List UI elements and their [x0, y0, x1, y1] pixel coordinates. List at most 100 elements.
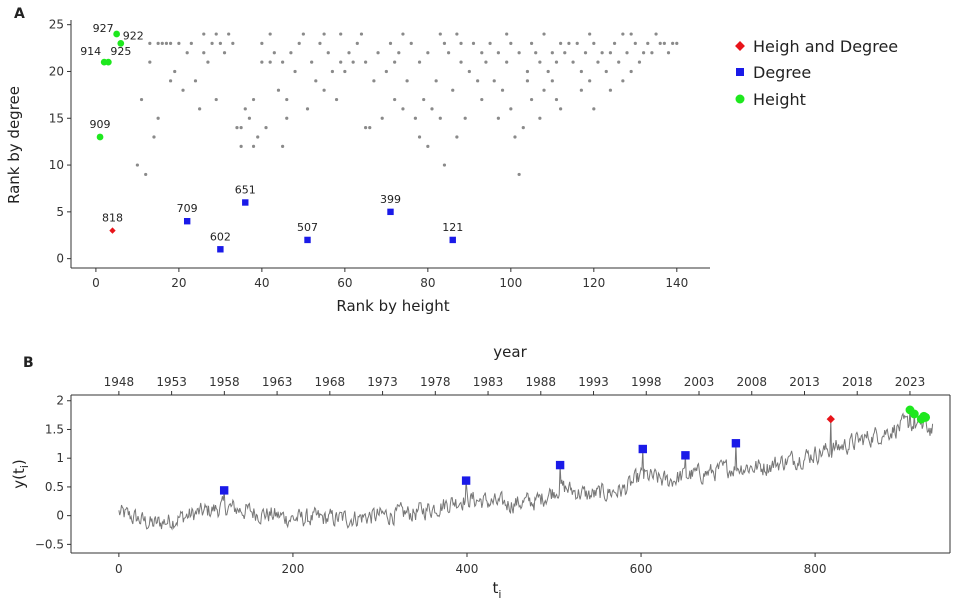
background-point [658, 41, 662, 45]
background-point [525, 79, 530, 83]
panel-b-top-tick-label: 2018 [842, 375, 873, 389]
panel-b-y-title-close: ) [10, 459, 28, 465]
background-point [368, 126, 372, 130]
background-point [579, 69, 583, 74]
panel-a-x-tick-label: 100 [499, 276, 522, 290]
panel-b-top-tick-label: 2008 [736, 375, 767, 389]
panel-a-y-tick-label: 25 [49, 18, 64, 32]
background-point [633, 41, 637, 45]
background-point [235, 126, 239, 130]
background-point [480, 97, 484, 102]
background-point [662, 41, 666, 45]
background-point [202, 51, 206, 55]
background-point [401, 32, 405, 36]
background-point [467, 69, 471, 74]
background-point [513, 135, 517, 139]
background-point [388, 41, 393, 45]
background-point [139, 97, 144, 102]
background-point [567, 41, 571, 45]
background-point [604, 69, 608, 74]
panel-b-y-title-sub: i [18, 465, 31, 468]
panel-a-y-ticks: 0 5 10 15 20 25 [49, 18, 71, 266]
background-point [455, 135, 459, 139]
highlight-point-both [109, 227, 116, 234]
panel-b-y-tick-label: 0.5 [45, 480, 64, 494]
background-point [206, 60, 210, 64]
background-point [438, 32, 442, 36]
point-label: 651 [235, 183, 256, 196]
panel-a: A 0 20 40 60 80 100 120 140 0 5 10 15 20 25 818 709 60… [5, 6, 710, 315]
background-point [405, 79, 409, 83]
panel-b-top-tick-label: 2023 [895, 375, 926, 389]
panel-b-top-tick-label: 1993 [578, 375, 609, 389]
highlight-point-height [104, 58, 112, 66]
background-point [198, 107, 202, 111]
background-point [285, 116, 289, 120]
background-point [189, 41, 193, 45]
point-label: 818 [102, 212, 123, 225]
background-point [509, 41, 513, 45]
background-point [301, 32, 305, 36]
background-point [488, 41, 492, 45]
background-point [671, 41, 675, 45]
background-point [629, 32, 633, 36]
background-point [351, 60, 355, 64]
panel-a-x-tick-label: 60 [337, 276, 352, 290]
background-point [281, 60, 285, 64]
background-point [364, 126, 368, 130]
point-label: 602 [210, 230, 231, 243]
background-point [538, 116, 542, 120]
background-point [202, 32, 206, 36]
background-point [500, 88, 505, 92]
background-point [164, 41, 169, 45]
background-point [264, 126, 268, 130]
background-point [542, 32, 546, 36]
panel-a-x-tick-label: 80 [420, 276, 435, 290]
background-point [534, 51, 538, 55]
panel-a-x-tick-label: 40 [254, 276, 269, 290]
panel-b-top-tick-label: 2013 [789, 375, 820, 389]
background-point [152, 135, 156, 139]
background-point [239, 144, 243, 148]
background-point [588, 32, 592, 36]
background-point [426, 144, 430, 148]
background-point [214, 97, 218, 102]
background-point [268, 32, 272, 36]
background-point [455, 32, 459, 36]
background-point [148, 60, 152, 64]
background-point [438, 116, 442, 120]
background-point [417, 135, 422, 139]
background-point [393, 97, 397, 102]
background-point [364, 60, 368, 64]
background-point [484, 60, 488, 64]
background-point [293, 69, 297, 74]
point-label: 922 [123, 29, 144, 42]
background-point [210, 41, 214, 45]
background-point [218, 41, 222, 45]
highlight-point-degree [387, 208, 394, 216]
panel-b-top-tick-label: 1963 [262, 375, 293, 389]
background-point [612, 41, 617, 45]
background-point [608, 88, 613, 92]
panel-b-top-tick-label: 1968 [315, 375, 346, 389]
background-point [596, 60, 600, 64]
background-point [343, 69, 347, 74]
highlight-point-degree [183, 218, 191, 225]
background-point [260, 60, 264, 64]
panel-a-x-tick-label: 0 [92, 276, 100, 290]
background-point [247, 116, 252, 120]
background-point [330, 69, 335, 74]
background-point [355, 41, 359, 45]
background-point [260, 41, 264, 45]
series-highlight-both [826, 414, 835, 424]
background-point [650, 51, 654, 55]
background-point [272, 51, 276, 55]
background-point [422, 97, 426, 102]
panel-a-x-tick-label: 20 [171, 276, 186, 290]
legend-label-both: Heigh and Degree [753, 37, 898, 56]
background-point [268, 60, 272, 64]
panel-b-y-axis-title: y(ti) [10, 459, 31, 489]
background-point [434, 79, 438, 83]
background-point [318, 41, 322, 45]
